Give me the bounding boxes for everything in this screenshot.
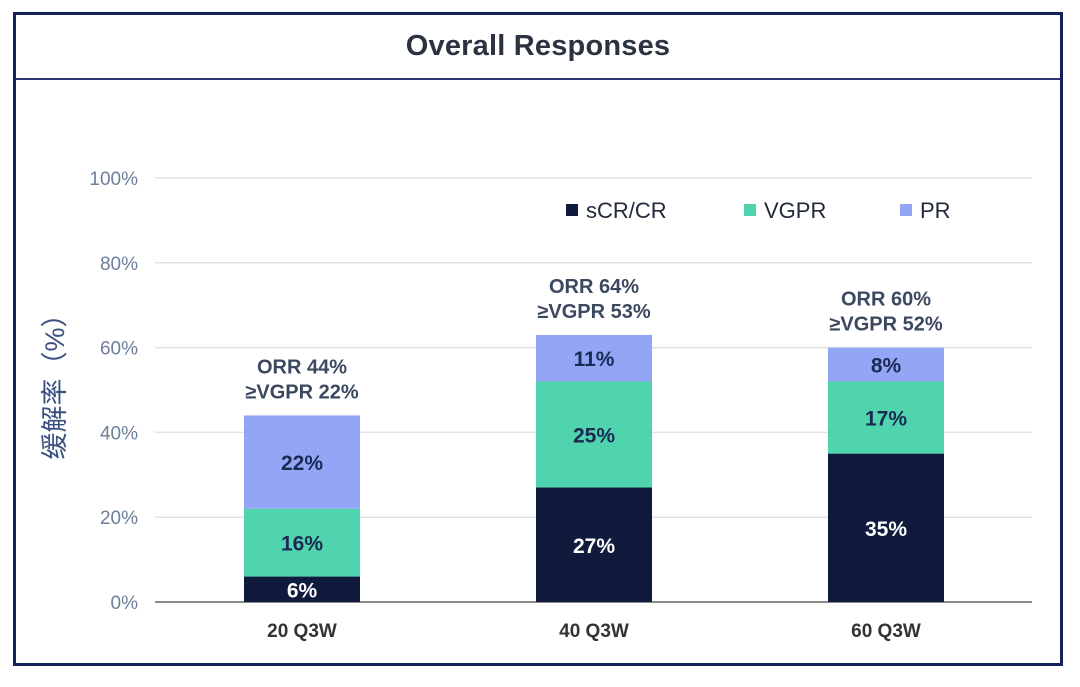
y-tick-label: 40% [100, 423, 138, 444]
legend-swatch [744, 204, 756, 216]
bar-segment-scr-cr [536, 487, 652, 602]
legend-label: PR [920, 198, 951, 223]
bar-segment-scr-cr [244, 576, 360, 602]
orr-annotation: ORR 44% [257, 356, 347, 378]
vgpr-annotation: ≥VGPR 52% [829, 314, 942, 336]
bar-data-label: 17% [865, 408, 907, 431]
y-tick-label: 80% [100, 254, 138, 275]
bar-data-label: 27% [573, 535, 615, 558]
bar-data-label: 6% [287, 579, 318, 602]
bar-segment-pr [536, 334, 652, 382]
vgpr-annotation: ≥VGPR 53% [537, 301, 650, 323]
bar-segment-vgpr [536, 381, 652, 488]
bar-segment-vgpr [828, 381, 944, 454]
bar-data-label: 11% [574, 348, 615, 371]
x-category-label: 60 Q3W [851, 621, 921, 642]
bar-segment-scr-cr [828, 453, 944, 602]
y-axis-label: 缓解率（%） [40, 300, 70, 459]
legend-swatch [566, 204, 578, 216]
bar-segment-pr [244, 415, 360, 509]
bar-data-label: 22% [281, 452, 323, 475]
bar-segment-vgpr [244, 508, 360, 577]
bar-segment-pr [828, 347, 944, 382]
bar-data-label: 8% [871, 355, 902, 378]
chart-title: Overall Responses [405, 30, 671, 62]
bar-data-label: 25% [573, 425, 615, 448]
y-tick-label: 100% [89, 169, 138, 190]
orr-annotation: ORR 64% [549, 276, 639, 298]
y-tick-label: 20% [100, 508, 138, 529]
y-tick-label: 60% [100, 339, 138, 360]
title-bar: Overall Responses [16, 15, 1060, 80]
x-category-label: 20 Q3W [267, 621, 337, 642]
bar-data-label: 35% [865, 518, 907, 541]
x-category-label: 40 Q3W [559, 621, 629, 642]
orr-annotation: ORR 60% [841, 289, 931, 311]
legend-swatch [900, 204, 912, 216]
legend-label: sCR/CR [586, 198, 667, 223]
y-tick-label: 0% [111, 593, 139, 614]
bar-data-label: 16% [281, 533, 323, 556]
vgpr-annotation: ≥VGPR 22% [245, 381, 358, 403]
legend-label: VGPR [764, 198, 826, 223]
